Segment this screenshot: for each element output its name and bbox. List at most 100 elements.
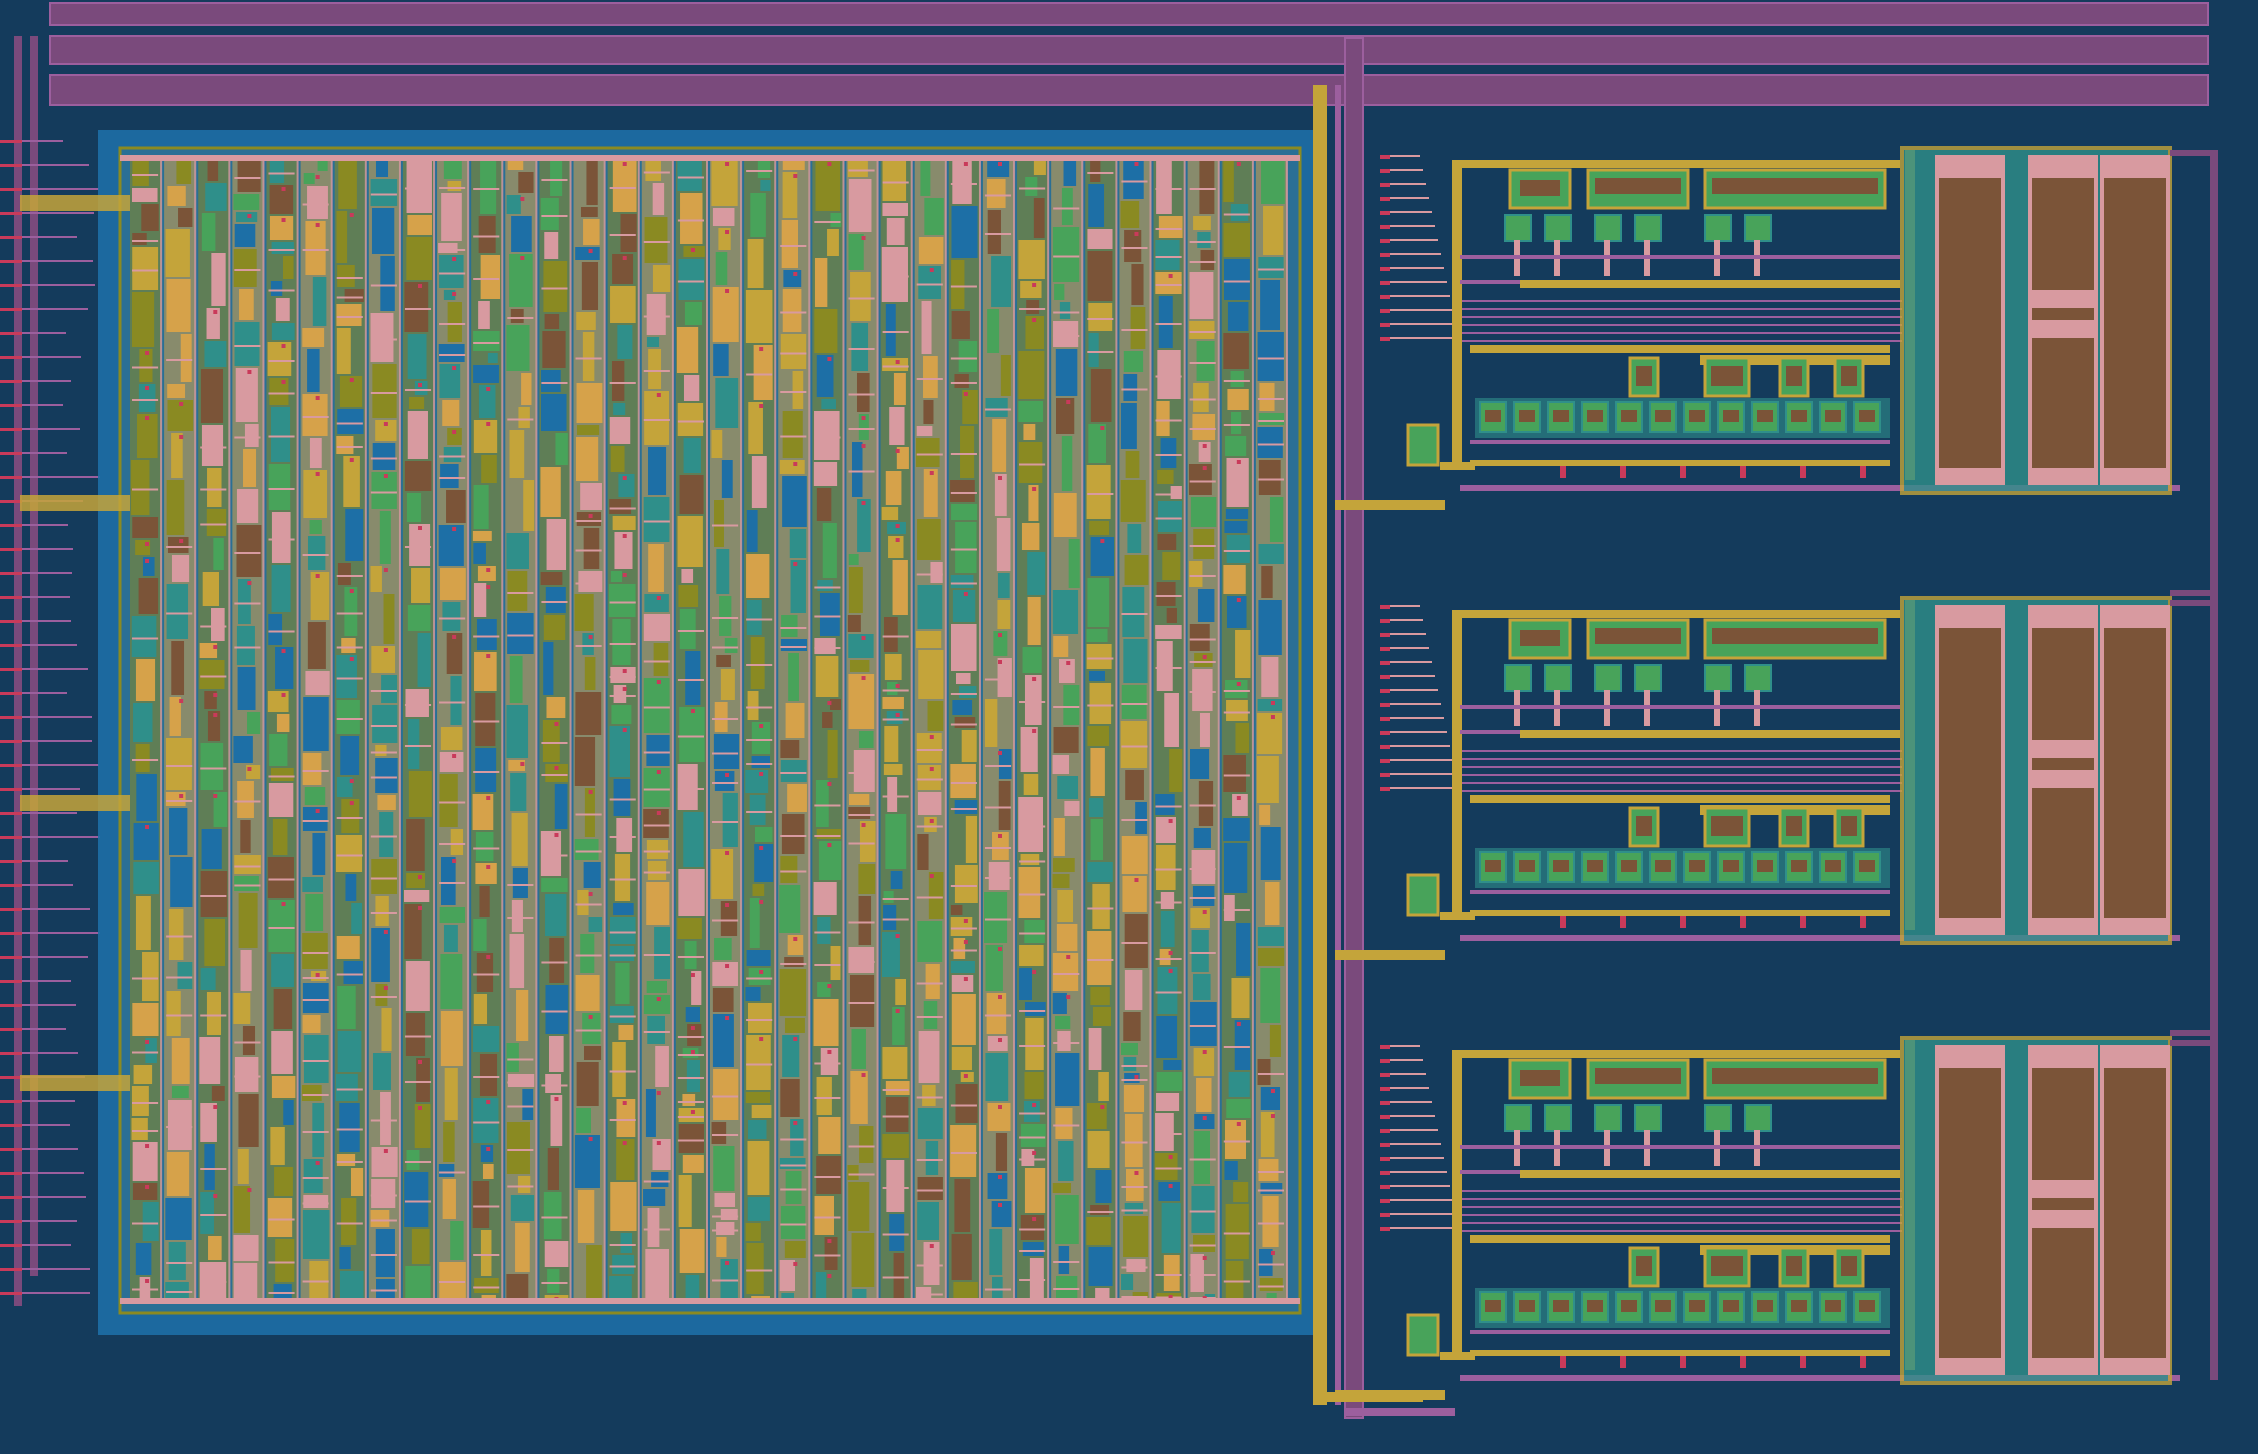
std-cell (1088, 303, 1113, 331)
std-cell (1052, 590, 1079, 634)
via (281, 344, 286, 348)
fanin-pin (1380, 169, 1390, 173)
std-cell (714, 938, 732, 960)
std-cell (404, 1172, 429, 1227)
upper-macro-c-core (1712, 1068, 1878, 1084)
std-cell (1156, 582, 1176, 606)
cell-wire (746, 739, 773, 741)
io-pin-trace (22, 188, 99, 190)
std-cell (271, 323, 295, 340)
lower-device-core (1786, 816, 1802, 836)
std-cell (1225, 509, 1249, 519)
std-cell (1126, 1259, 1146, 1272)
std-cell (168, 909, 184, 960)
cell-wire (1155, 454, 1182, 456)
cell-wire (712, 782, 739, 784)
cell-wire (200, 1168, 227, 1170)
std-cell (350, 1168, 364, 1196)
std-cell (678, 259, 705, 300)
io-pin (0, 1148, 22, 1151)
std-cell (1193, 529, 1215, 559)
std-cell (752, 884, 765, 896)
lower-contact (1680, 916, 1686, 928)
cell-wire (916, 1096, 943, 1099)
capacitor-plate (1939, 1068, 2001, 1358)
std-cell (478, 385, 496, 418)
cell-wire (1257, 398, 1284, 400)
std-cell (1156, 641, 1173, 691)
via (486, 1147, 491, 1151)
via (452, 527, 457, 531)
std-cell (515, 1223, 530, 1272)
std-cell (918, 1031, 940, 1083)
cell-wire (1019, 1136, 1046, 1139)
cell-wire (984, 678, 1012, 681)
std-cell (237, 579, 251, 624)
std-cell (1123, 160, 1144, 199)
std-cell (443, 925, 458, 952)
std-cell (644, 391, 670, 445)
fanin-pin (1380, 267, 1390, 271)
cell-wire (814, 221, 841, 223)
cell-wire (268, 172, 295, 175)
via (1236, 796, 1241, 800)
std-cell (677, 918, 702, 939)
std-cell (747, 239, 764, 288)
std-cell (998, 749, 1012, 779)
io-pin (0, 908, 22, 911)
cell-wire (370, 1194, 397, 1197)
std-cell (450, 829, 464, 855)
std-cell (268, 614, 283, 645)
cell-wire (473, 342, 500, 344)
via (588, 514, 593, 518)
cell-wire (507, 1149, 534, 1151)
io-pin-trace (22, 308, 88, 310)
via (861, 501, 866, 505)
std-cell (779, 885, 801, 933)
via (145, 416, 150, 420)
std-cell (1086, 1217, 1111, 1245)
via (486, 1100, 491, 1104)
std-cell (165, 738, 192, 790)
cell-wire (780, 963, 807, 965)
std-cell (824, 1237, 838, 1270)
std-cell (782, 289, 802, 332)
fanin-pin (1380, 323, 1390, 327)
std-cell (1260, 1112, 1275, 1157)
std-cell (677, 764, 698, 810)
via (725, 964, 730, 968)
cell-wire (814, 931, 841, 934)
cell-wire (643, 241, 670, 243)
std-cell (882, 1134, 909, 1158)
std-cell (1025, 1018, 1044, 1070)
via (145, 351, 150, 355)
std-cell (848, 807, 871, 819)
std-cell (200, 743, 224, 790)
std-cell (1162, 552, 1181, 580)
std-cell (1090, 748, 1105, 796)
std-cell (1018, 351, 1045, 399)
std-cell (236, 525, 262, 577)
cell-wire (916, 749, 943, 751)
std-cell (678, 1108, 705, 1122)
fanin-pin (1380, 1101, 1390, 1105)
via (315, 396, 320, 400)
lower-device-core (1636, 366, 1652, 386)
std-cell (341, 1198, 357, 1245)
cell-wire (1053, 1042, 1080, 1044)
std-cell (1164, 693, 1179, 747)
std-cell (746, 554, 770, 598)
std-cell (270, 407, 291, 462)
std-cell (1258, 460, 1281, 495)
std-cell (1087, 862, 1113, 882)
cell-wire (746, 1019, 773, 1021)
std-cell (614, 854, 631, 901)
fanin-pin (1380, 619, 1390, 623)
via (588, 1015, 593, 1019)
std-cell (169, 808, 188, 855)
io-pin (0, 644, 22, 647)
std-cell (612, 1042, 626, 1097)
std-cell (543, 642, 554, 695)
cell-wire (643, 1031, 670, 1033)
std-cell (620, 1233, 633, 1253)
